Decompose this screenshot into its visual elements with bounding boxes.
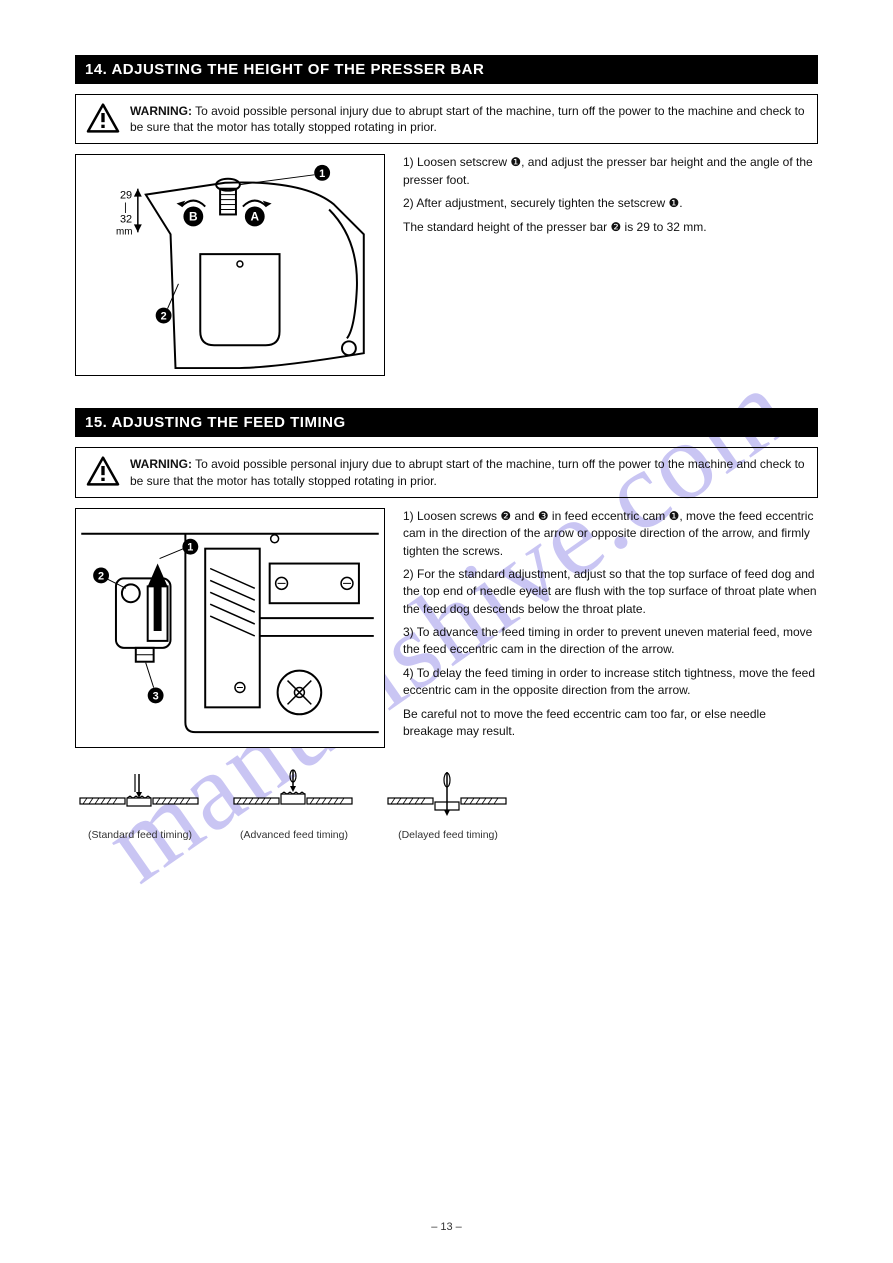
page-content: 14. ADJUSTING THE HEIGHT OF THE PRESSER … bbox=[75, 55, 818, 841]
section1-warning-box: WARNING: To avoid possible personal inju… bbox=[75, 94, 818, 144]
dim-32: 32 bbox=[120, 214, 132, 226]
timing-del-label: (Delayed feed timing) bbox=[383, 829, 513, 841]
feed-timing-row: (Standard feed timing) bbox=[75, 766, 818, 841]
section1-figure: A B 29 | 32 mm 1 bbox=[75, 154, 385, 376]
svg-text:B: B bbox=[189, 210, 198, 224]
svg-text:3: 3 bbox=[153, 690, 159, 702]
s2-line4: 4) To delay the feed timing in order to … bbox=[403, 665, 818, 700]
timing-adv-label: (Advanced feed timing) bbox=[229, 829, 359, 841]
s2-line2: 2) For the standard adjustment, adjust s… bbox=[403, 566, 818, 618]
s1-line1: 1) Loosen setscrew ❶, and adjust the pre… bbox=[403, 154, 818, 189]
section1-warning-text: WARNING: To avoid possible personal inju… bbox=[130, 103, 807, 135]
section2-warning-box: WARNING: To avoid possible personal inju… bbox=[75, 447, 818, 497]
section2-warning-text: WARNING: To avoid possible personal inju… bbox=[130, 456, 807, 488]
section2-text: 1) Loosen screws ❷ and ❸ in feed eccentr… bbox=[403, 508, 818, 747]
warning-lead: WARNING: bbox=[130, 104, 192, 118]
svg-text:|: | bbox=[124, 202, 127, 214]
timing-std-label: (Standard feed timing) bbox=[75, 829, 205, 841]
dim-unit: mm bbox=[116, 227, 132, 238]
s1-line2: 2) After adjustment, securely tighten th… bbox=[403, 195, 818, 212]
timing-delayed: (Delayed feed timing) bbox=[383, 766, 513, 841]
section1-text: 1) Loosen setscrew ❶, and adjust the pre… bbox=[403, 154, 818, 242]
warning-body: To avoid possible personal injury due to… bbox=[130, 457, 805, 487]
svg-text:2: 2 bbox=[98, 570, 104, 582]
timing-advanced: (Advanced feed timing) bbox=[229, 766, 359, 841]
page-footer: – 13 – bbox=[0, 1221, 893, 1233]
section1-body-row: A B 29 | 32 mm 1 bbox=[75, 154, 818, 376]
timing-standard: (Standard feed timing) bbox=[75, 766, 205, 841]
section2-body-row: 1 2 3 1) Loosen screws ❷ and ❸ in feed e… bbox=[75, 508, 818, 748]
s2-line5: Be careful not to move the feed eccentri… bbox=[403, 706, 818, 741]
svg-text:1: 1 bbox=[319, 168, 325, 180]
svg-text:2: 2 bbox=[161, 311, 167, 323]
section2-figure: 1 2 3 bbox=[75, 508, 385, 748]
s2-line3: 3) To advance the feed timing in order t… bbox=[403, 624, 818, 659]
warning-body: To avoid possible personal injury due to… bbox=[130, 104, 805, 134]
svg-text:A: A bbox=[250, 210, 259, 224]
svg-text:1: 1 bbox=[187, 541, 193, 553]
warning-icon bbox=[86, 456, 120, 486]
warning-lead: WARNING: bbox=[130, 457, 192, 471]
warning-icon bbox=[86, 103, 120, 133]
section1-title-bar: 14. ADJUSTING THE HEIGHT OF THE PRESSER … bbox=[75, 55, 818, 84]
section2-title-bar: 15. ADJUSTING THE FEED TIMING bbox=[75, 408, 818, 437]
s2-line1: 1) Loosen screws ❷ and ❸ in feed eccentr… bbox=[403, 508, 818, 560]
s1-line3: The standard height of the presser bar ❷… bbox=[403, 219, 818, 236]
dim-29: 29 bbox=[120, 190, 132, 202]
